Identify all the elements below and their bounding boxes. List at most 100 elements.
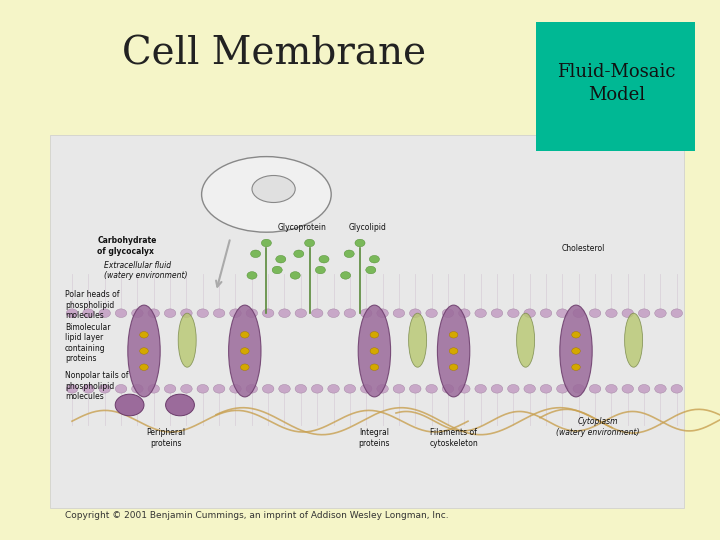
- Circle shape: [294, 250, 304, 258]
- Ellipse shape: [128, 305, 160, 397]
- FancyBboxPatch shape: [50, 135, 684, 508]
- Circle shape: [66, 309, 78, 318]
- Circle shape: [366, 266, 376, 274]
- Circle shape: [261, 239, 271, 247]
- Circle shape: [344, 384, 356, 393]
- Circle shape: [319, 255, 329, 263]
- Text: Cytoplasm
(watery environment): Cytoplasm (watery environment): [556, 417, 639, 437]
- Circle shape: [132, 384, 143, 393]
- Ellipse shape: [202, 157, 331, 232]
- Circle shape: [83, 384, 94, 393]
- Circle shape: [449, 348, 458, 354]
- Circle shape: [230, 384, 241, 393]
- Circle shape: [369, 255, 379, 263]
- Circle shape: [442, 384, 454, 393]
- Circle shape: [606, 309, 617, 318]
- Circle shape: [377, 309, 388, 318]
- Ellipse shape: [517, 313, 534, 367]
- Circle shape: [295, 384, 307, 393]
- Circle shape: [524, 309, 536, 318]
- Ellipse shape: [359, 305, 391, 397]
- Text: Integral
proteins: Integral proteins: [359, 428, 390, 448]
- Ellipse shape: [438, 305, 470, 397]
- Text: Cell Membrane: Cell Membrane: [122, 36, 426, 72]
- Circle shape: [442, 309, 454, 318]
- Ellipse shape: [115, 394, 144, 416]
- Circle shape: [524, 384, 536, 393]
- Circle shape: [475, 384, 487, 393]
- Text: Cholesterol: Cholesterol: [562, 244, 605, 253]
- Circle shape: [654, 384, 666, 393]
- Circle shape: [262, 309, 274, 318]
- Circle shape: [328, 384, 339, 393]
- Circle shape: [671, 384, 683, 393]
- Circle shape: [426, 384, 437, 393]
- Circle shape: [459, 384, 470, 393]
- Text: Copyright © 2001 Benjamin Cummings, an imprint of Addison Wesley Longman, Inc.: Copyright © 2001 Benjamin Cummings, an i…: [65, 511, 449, 520]
- Circle shape: [251, 250, 261, 258]
- Circle shape: [272, 266, 282, 274]
- Circle shape: [328, 309, 339, 318]
- Circle shape: [606, 384, 617, 393]
- Circle shape: [315, 266, 325, 274]
- Circle shape: [312, 384, 323, 393]
- Circle shape: [622, 309, 634, 318]
- Circle shape: [140, 364, 148, 370]
- Circle shape: [341, 272, 351, 279]
- Circle shape: [246, 384, 258, 393]
- Circle shape: [305, 239, 315, 247]
- Text: Glycoprotein: Glycoprotein: [278, 222, 327, 232]
- Ellipse shape: [166, 394, 194, 416]
- Circle shape: [197, 309, 209, 318]
- Circle shape: [344, 250, 354, 258]
- Circle shape: [148, 309, 160, 318]
- Text: Peripheral
proteins: Peripheral proteins: [146, 428, 185, 448]
- Circle shape: [148, 384, 160, 393]
- Text: Bimolecular
lipid layer
containing
proteins: Bimolecular lipid layer containing prote…: [65, 323, 110, 363]
- Circle shape: [572, 332, 580, 338]
- Circle shape: [164, 309, 176, 318]
- Text: Carbohydrate
of glycocalyx: Carbohydrate of glycocalyx: [97, 237, 156, 256]
- Circle shape: [370, 364, 379, 370]
- Circle shape: [449, 332, 458, 338]
- Circle shape: [589, 384, 600, 393]
- Text: Fluid-Mosaic
Model: Fluid-Mosaic Model: [557, 63, 675, 105]
- Circle shape: [572, 348, 580, 354]
- Circle shape: [213, 384, 225, 393]
- Circle shape: [410, 384, 421, 393]
- Circle shape: [240, 332, 249, 338]
- Circle shape: [276, 255, 286, 263]
- Ellipse shape: [179, 313, 196, 367]
- Circle shape: [295, 309, 307, 318]
- Circle shape: [181, 384, 192, 393]
- Circle shape: [355, 239, 365, 247]
- Circle shape: [654, 309, 666, 318]
- Text: Glycolipid: Glycolipid: [348, 222, 386, 232]
- Circle shape: [410, 309, 421, 318]
- Circle shape: [572, 364, 580, 370]
- Circle shape: [247, 272, 257, 279]
- Circle shape: [290, 272, 300, 279]
- Circle shape: [279, 309, 290, 318]
- Circle shape: [99, 384, 110, 393]
- Circle shape: [540, 384, 552, 393]
- Circle shape: [508, 384, 519, 393]
- Circle shape: [361, 384, 372, 393]
- Circle shape: [312, 309, 323, 318]
- Circle shape: [99, 309, 110, 318]
- Circle shape: [279, 384, 290, 393]
- Circle shape: [573, 384, 585, 393]
- Circle shape: [164, 384, 176, 393]
- Text: Polar heads of
phospholipid
molecules: Polar heads of phospholipid molecules: [65, 290, 120, 320]
- FancyBboxPatch shape: [536, 22, 695, 151]
- Circle shape: [671, 309, 683, 318]
- Ellipse shape: [409, 313, 426, 367]
- Circle shape: [140, 348, 148, 354]
- Circle shape: [83, 309, 94, 318]
- Circle shape: [240, 364, 249, 370]
- Circle shape: [240, 348, 249, 354]
- Circle shape: [449, 364, 458, 370]
- Circle shape: [393, 309, 405, 318]
- Text: Filaments of
cytoskeleton: Filaments of cytoskeleton: [429, 428, 478, 448]
- Circle shape: [639, 309, 650, 318]
